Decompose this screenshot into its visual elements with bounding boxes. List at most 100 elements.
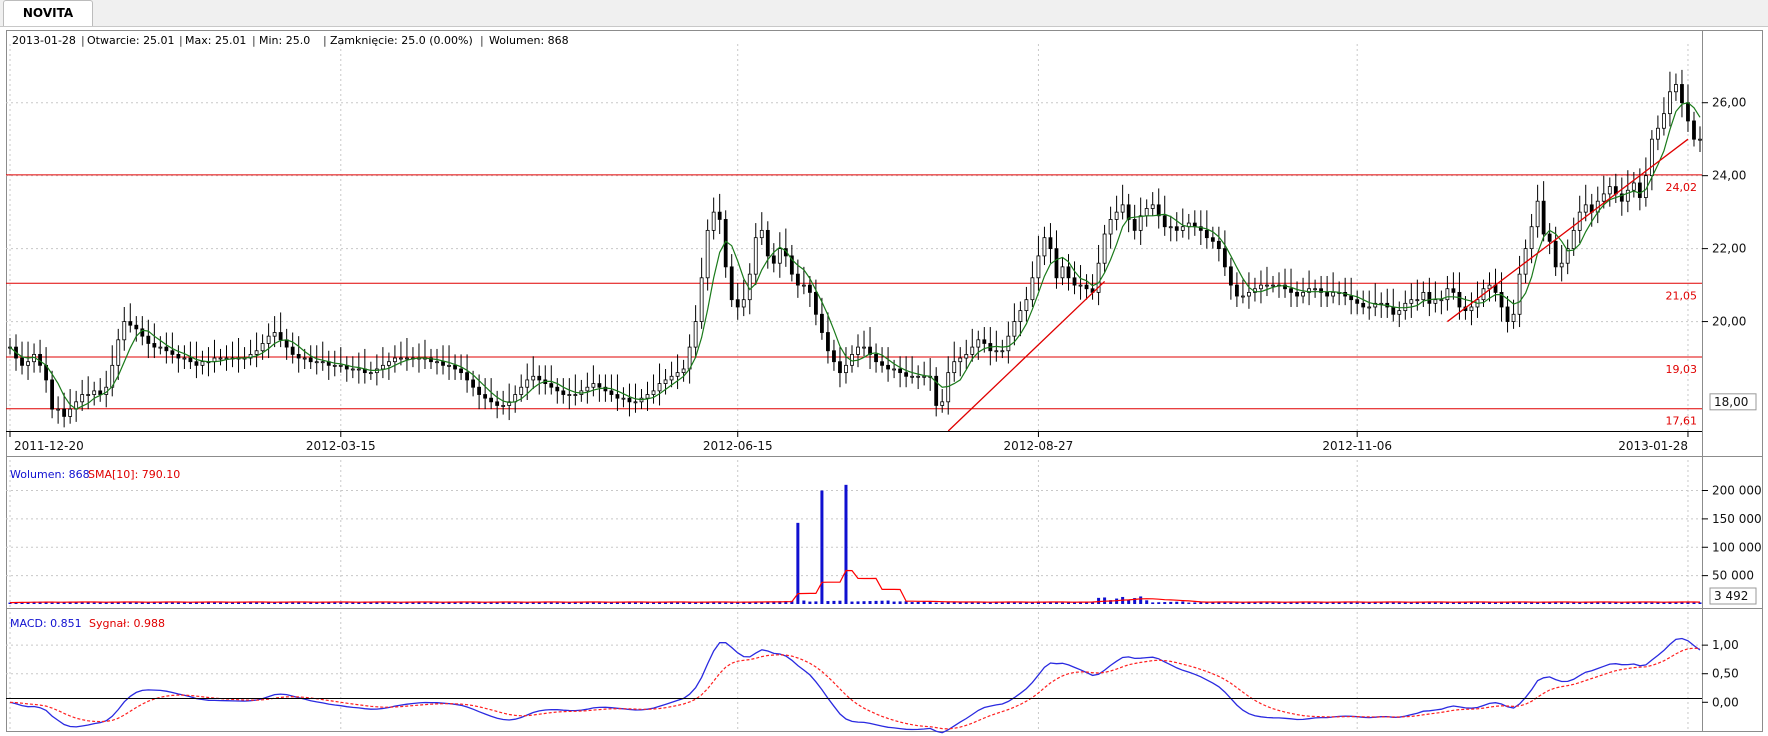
candle-body: [862, 346, 866, 349]
volume-bar: [946, 602, 950, 604]
volume-bar: [206, 601, 210, 604]
volume-bar: [1542, 602, 1546, 604]
volume-bar: [1337, 601, 1341, 604]
volume-bar: [1229, 602, 1233, 604]
candle-body: [832, 350, 836, 363]
price-tick-label: 22,00: [1712, 242, 1746, 256]
volume-bar: [886, 600, 890, 604]
volume-bar: [1488, 602, 1492, 604]
candle-body: [314, 361, 319, 364]
candle-body: [1216, 240, 1221, 250]
level-label: 24,02: [1666, 181, 1698, 194]
volume-bar: [1590, 601, 1594, 604]
candle-body: [627, 397, 632, 403]
price-tick-label: 20,00: [1712, 315, 1746, 329]
volume-bar: [164, 601, 168, 604]
volume-bar: [1307, 601, 1311, 604]
candle-body: [1319, 288, 1324, 293]
candle-body: [1487, 284, 1492, 290]
volume-bar: [1024, 602, 1028, 604]
candle-body: [1680, 84, 1684, 104]
volume-bar: [1253, 601, 1257, 604]
volume-bar: [916, 601, 920, 604]
date-tick-label: 2012-06-15: [703, 439, 773, 453]
candle-body: [1247, 291, 1251, 297]
volume-bar: [74, 601, 78, 604]
price-tick-label: 24,00: [1712, 169, 1746, 183]
candle-body: [122, 321, 127, 341]
volume-bar: [922, 601, 926, 604]
volume-bar: [200, 601, 204, 604]
volume-bar: [411, 601, 415, 604]
candle-body: [1355, 299, 1360, 304]
volume-bar: [140, 602, 144, 604]
volume-bar: [1403, 602, 1407, 604]
candle-body: [1619, 193, 1624, 202]
candle-body: [531, 375, 536, 381]
candle-body: [735, 299, 740, 308]
candle-body: [1571, 229, 1576, 250]
volume-bar: [26, 602, 30, 604]
candle-body: [308, 357, 313, 363]
candle-body: [435, 361, 439, 364]
candle-body: [976, 339, 981, 348]
volume-bar: [652, 602, 656, 604]
volume-bar: [970, 601, 974, 604]
volume-bar: [182, 602, 186, 604]
candle-body: [1036, 255, 1041, 279]
info-min: Min: 25.0: [259, 34, 310, 47]
volume-bar: [309, 602, 313, 604]
volume-bar: [1181, 601, 1185, 604]
volume-bar: [826, 601, 830, 604]
volume-bar: [134, 602, 138, 604]
volume-bar: [1421, 601, 1425, 604]
volume-bar: [1361, 602, 1365, 604]
volume-axis-ticks: 200 000 150 000 100 000 50 000 3 492: [1702, 484, 1762, 605]
candle-body: [1072, 277, 1077, 286]
volume-bar: [1433, 601, 1437, 604]
volume-bar: [68, 602, 72, 604]
volume-bar: [639, 602, 643, 604]
candle-body: [717, 211, 722, 220]
volume-bar: [1223, 601, 1227, 604]
volume-bar: [315, 602, 319, 604]
info-date: 2013-01-28: [12, 34, 76, 47]
volume-bar: [615, 602, 619, 604]
volume-bar: [748, 601, 752, 604]
date-axis-ticks: 2011-12-20 2012-03-15 2012-06-15 2012-08-27…: [6, 431, 1702, 453]
volume-bar: [1373, 602, 1377, 604]
tab-novita[interactable]: NOVITA: [3, 0, 93, 26]
volume-bar: [1463, 601, 1467, 604]
candle-body: [519, 386, 524, 395]
candle-body: [916, 375, 921, 378]
volume-bar: [20, 602, 24, 604]
volume-bar: [1187, 602, 1191, 604]
candle-body: [296, 353, 301, 359]
candle-body: [1445, 288, 1450, 301]
volume-bar: [1193, 602, 1197, 604]
volume-bar: [718, 601, 722, 604]
volume-bar: [1506, 601, 1510, 604]
volume-bar: [243, 601, 247, 604]
volume-bar: [1614, 602, 1618, 604]
candle-body: [1349, 295, 1354, 301]
candle-body: [856, 346, 860, 355]
info-open: Otwarcie: 25.01: [87, 34, 175, 47]
volume-bar: [303, 602, 307, 604]
candle-body: [1427, 291, 1432, 304]
candle-body: [1637, 182, 1642, 198]
candle-body: [1156, 204, 1161, 217]
volume-bar: [952, 602, 956, 604]
candle-body: [248, 353, 253, 359]
volume-bar: [357, 602, 361, 604]
volume-bar: [1091, 601, 1095, 604]
candle-body: [1144, 208, 1149, 217]
volume-bar: [1530, 602, 1534, 604]
candle-body: [1373, 302, 1378, 308]
candle-body: [1662, 113, 1666, 129]
volume-bar: [1265, 601, 1269, 604]
volume-bar: [1662, 602, 1666, 604]
volume-bar: [1331, 602, 1335, 604]
volume-bar: [128, 601, 132, 604]
